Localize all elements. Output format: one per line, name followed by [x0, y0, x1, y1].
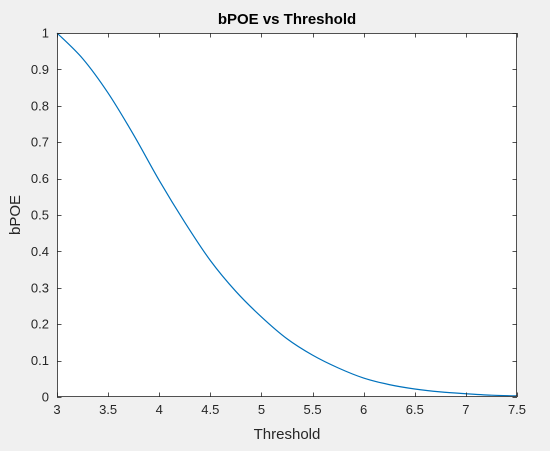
axes-layer: 3 3.5 4 4.5 5 5.5 6 6.5 7 7.5 0 0.1 0.2 0.3 0.4 0.5 0.6 0… — [31, 26, 526, 418]
y-tick-label: 0.6 — [31, 171, 49, 186]
y-tick-label: 0.7 — [31, 135, 49, 150]
x-tick-label: 5 — [258, 402, 265, 417]
x-tick-label: 6.5 — [406, 402, 424, 417]
plot-area — [57, 33, 517, 397]
y-tick-label: 0 — [42, 390, 49, 405]
y-tick-label: 0.3 — [31, 280, 49, 295]
y-tick-label: 0.2 — [31, 317, 49, 332]
x-tick-label: 4.5 — [201, 402, 219, 417]
x-axis-label: Threshold — [254, 426, 321, 443]
x-tick-label: 7.5 — [508, 402, 526, 417]
x-tick-label: 6 — [360, 402, 367, 417]
x-tick-label: 4 — [156, 402, 163, 417]
x-tick-label: 5.5 — [304, 402, 322, 417]
data-layer — [56, 32, 518, 397]
y-tick-label: 0.5 — [31, 208, 49, 223]
x-tick-label: 3.5 — [99, 402, 117, 417]
y-axis-label: bPOE — [7, 195, 24, 235]
chart-title: bPOE vs Threshold — [218, 11, 356, 28]
axes-box — [57, 33, 517, 397]
y-tick-label: 1 — [42, 26, 49, 41]
y-tick-label: 0.8 — [31, 98, 49, 113]
y-tick-label: 0.1 — [31, 353, 49, 368]
y-tick-label: 0.4 — [31, 244, 49, 259]
x-tick-label: 7 — [462, 402, 469, 417]
y-tick-label: 0.9 — [31, 62, 49, 77]
x-tick-label: 3 — [53, 402, 60, 417]
series-line — [56, 32, 518, 397]
